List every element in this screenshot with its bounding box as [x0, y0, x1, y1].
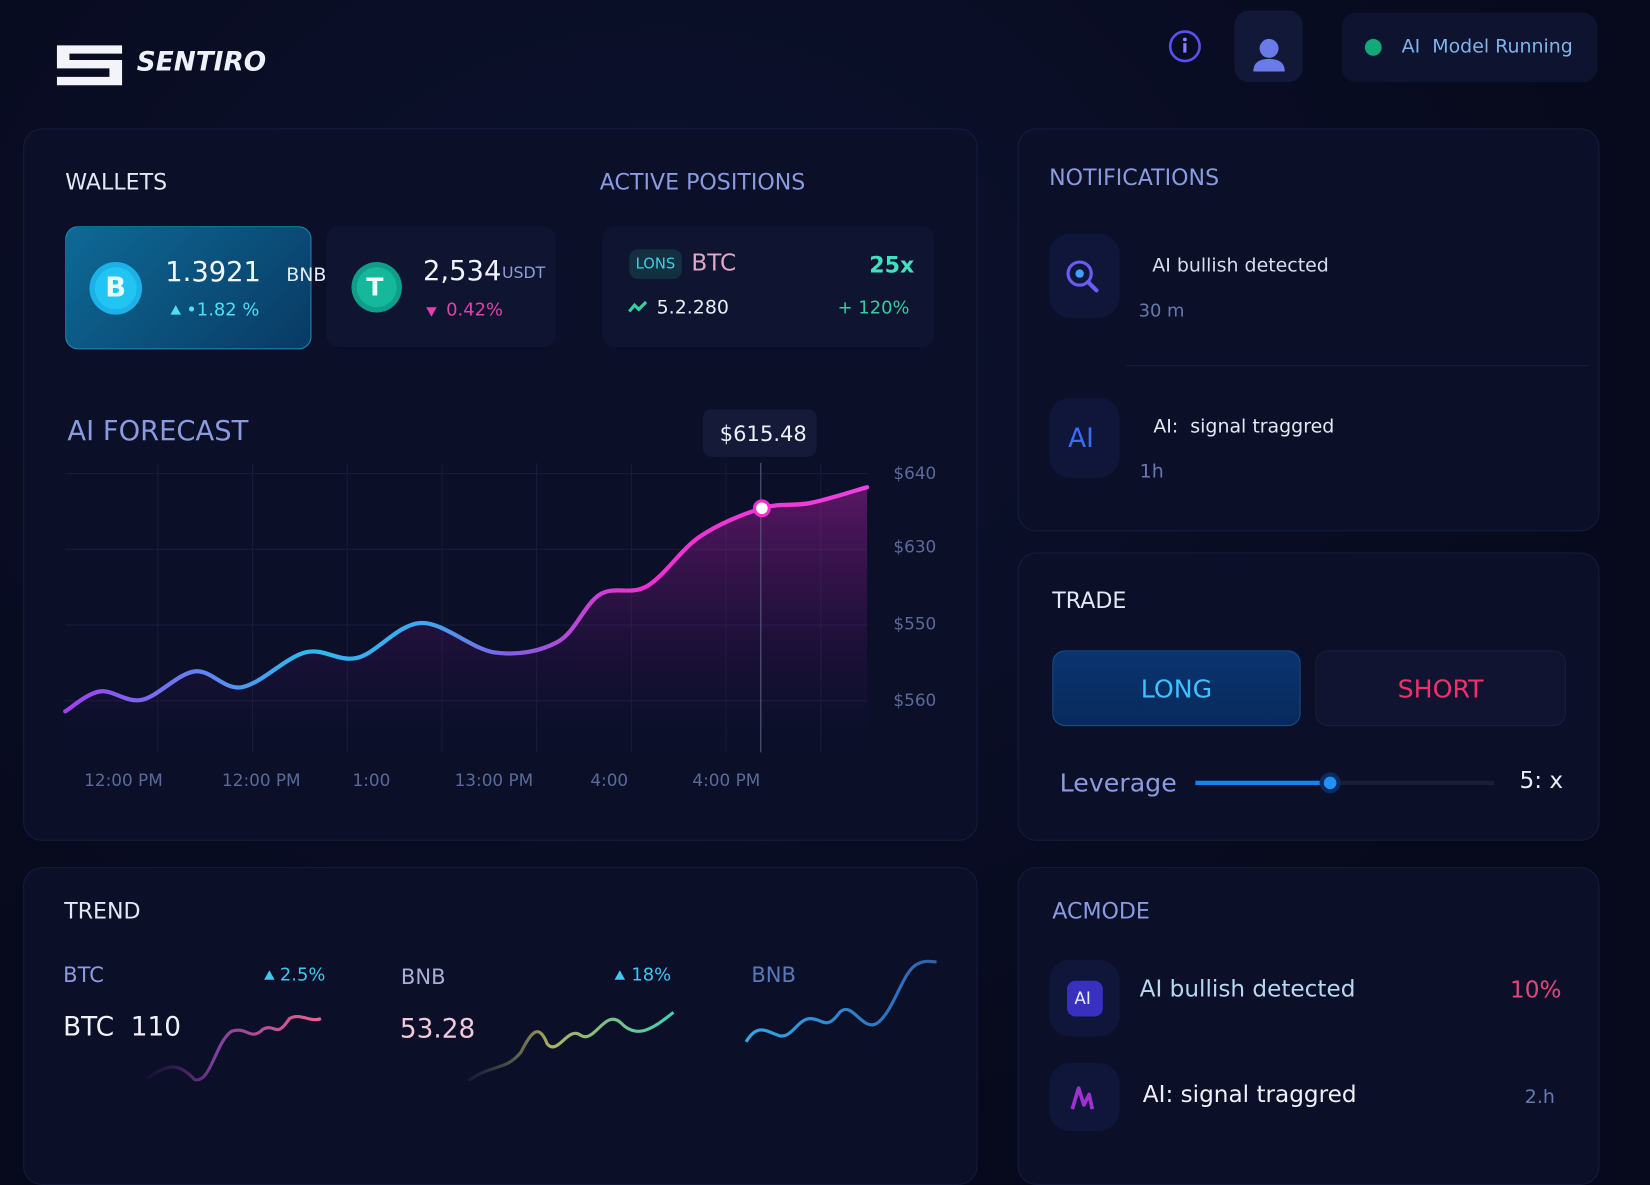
trend-name: BNB — [751, 961, 796, 988]
position-asset: BTC — [691, 250, 737, 277]
focus-point — [752, 499, 771, 518]
acmode-value: 2.h — [1524, 1085, 1555, 1109]
acmode-icon — [1049, 1062, 1120, 1132]
wallet-amount: 2,534 — [423, 255, 502, 288]
notification-time: 1h — [1139, 460, 1164, 484]
coin-symbol: B — [105, 272, 127, 305]
notification-text: AI bullish detected — [1152, 254, 1329, 277]
divider — [1125, 365, 1589, 367]
wallets-title: WALLETS — [65, 169, 168, 195]
short-button[interactable]: SHORT — [1315, 650, 1566, 727]
coin-icon — [351, 262, 402, 313]
up-arrow — [614, 970, 626, 980]
trend-panel — [23, 867, 978, 1185]
wallet-card[interactable]: B 1.3921 BNB •1.82 % — [65, 226, 326, 350]
wallet-change: 0.42% — [446, 299, 504, 321]
trend-change: 2.5% — [279, 964, 326, 987]
trend-title: TREND — [64, 898, 141, 924]
notification-time: 30 m — [1138, 300, 1185, 323]
notification-icon — [1049, 233, 1120, 318]
profile-button[interactable] — [1234, 10, 1303, 83]
wallet-change: •1.82 % — [186, 299, 260, 321]
leverage-value: 5: x — [1519, 768, 1564, 795]
brand: SENTIRO — [136, 46, 267, 77]
ai-icon: AI — [1074, 988, 1091, 1009]
user-icon — [1253, 38, 1285, 72]
notification-text: AI: signal traggred — [1153, 415, 1335, 438]
ai-badge — [1067, 980, 1103, 1017]
trend-value: BTC 110 — [63, 1011, 182, 1042]
status-pill: AI Model Running — [1341, 12, 1598, 83]
trade-title: TRADE — [1052, 588, 1127, 614]
acmode-text: AI bullish detected — [1139, 976, 1356, 1003]
acmode-value: 10% — [1510, 977, 1562, 1004]
trend-name: BNB — [400, 963, 446, 990]
acmode-text: AI: signal traggred — [1142, 1081, 1357, 1109]
short-label: SHORT — [1397, 674, 1484, 704]
forecast-title: AI FORECAST — [67, 415, 249, 448]
sparklines — [146, 959, 937, 1083]
forecast-chart — [63, 463, 870, 753]
logo — [56, 45, 123, 86]
ai-icon: AI — [1068, 423, 1094, 454]
up-arrow — [264, 970, 275, 980]
trend-icon — [628, 300, 648, 313]
notification-icon: AI — [1049, 397, 1120, 478]
forecast-line — [63, 485, 870, 714]
tooltip: $615.48 — [702, 409, 817, 457]
wallet-unit: USDT — [501, 263, 546, 283]
trend-name: BTC — [63, 961, 104, 988]
search-icon — [1066, 260, 1099, 293]
wallet-card[interactable]: T 2,534 USDT 0.42% — [326, 226, 556, 348]
position-pnl: + 120% — [837, 297, 910, 319]
position-leverage: 25x — [869, 252, 915, 278]
pulse-icon — [1070, 1086, 1095, 1110]
axis-label: 12:00 PM — [222, 770, 301, 791]
position-card[interactable]: LONS BTC 25x 5.2.280 + 120% — [601, 226, 935, 348]
tooltip-text: $615.48 — [719, 420, 807, 447]
status-text: AI Model Running — [1401, 35, 1573, 58]
down-arrow — [426, 307, 437, 317]
leverage-slider[interactable] — [1189, 768, 1505, 797]
axis-label: $630 — [893, 536, 937, 557]
axis-label: 1:00 — [352, 770, 391, 791]
long-button[interactable]: LONG — [1052, 650, 1301, 727]
up-arrow — [170, 305, 181, 315]
acmode-icon: AI — [1049, 959, 1120, 1037]
coin-symbol: T — [366, 272, 384, 303]
info-button[interactable] — [1168, 29, 1202, 63]
axis-label: 12:00 PM — [84, 770, 163, 791]
axis-label: 13:00 PM — [454, 770, 534, 791]
coin-icon — [89, 262, 143, 315]
axis-label: $550 — [893, 613, 937, 634]
position-tag: LONS — [629, 249, 682, 279]
notifications-title: NOTIFICATIONS — [1049, 165, 1220, 191]
forecast-area — [65, 487, 868, 753]
long-label: LONG — [1140, 674, 1213, 704]
trend-value: 53.28 — [399, 1013, 476, 1044]
acmode-title: ACMODE — [1052, 898, 1150, 924]
position-price: 5.2.280 — [656, 296, 729, 319]
axis-label: 4:00 — [590, 770, 629, 791]
trend-change: 18% — [631, 964, 672, 987]
axis-label: $560 — [893, 690, 937, 711]
positions-title: ACTIVE POSITIONS — [599, 169, 806, 195]
axis-label: $640 — [893, 463, 937, 484]
status-dot — [1364, 38, 1382, 56]
wallet-amount: 1.3921 — [165, 256, 261, 289]
leverage-label: Leverage — [1059, 768, 1177, 798]
axis-label: 4:00 PM — [692, 770, 761, 791]
wallet-unit: BNB — [286, 264, 327, 287]
